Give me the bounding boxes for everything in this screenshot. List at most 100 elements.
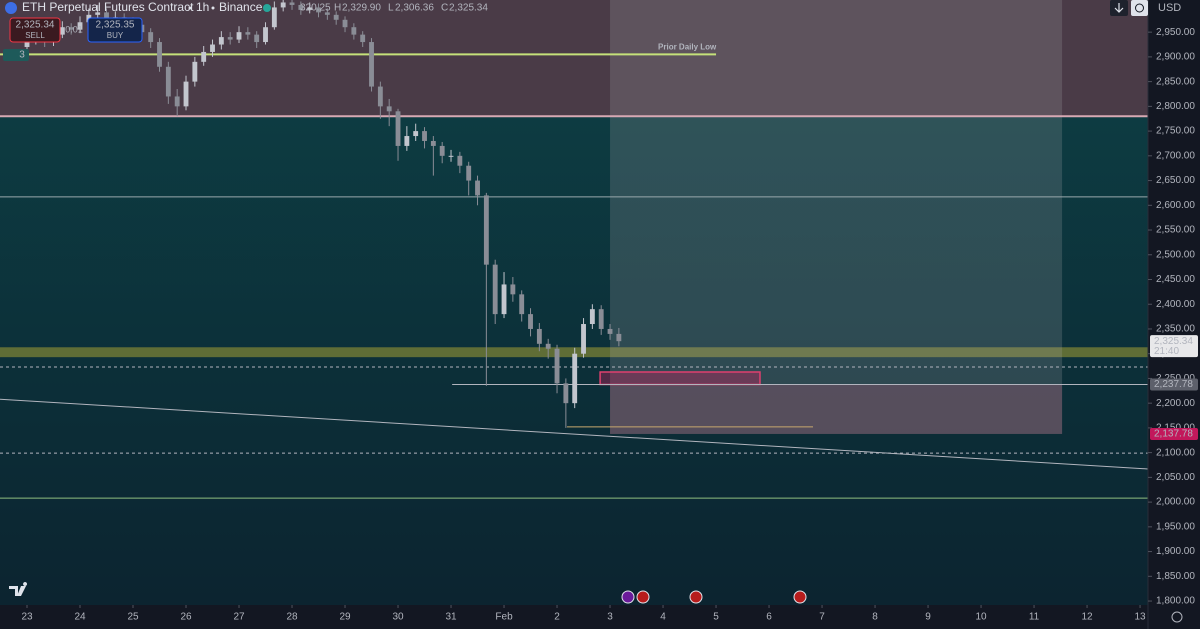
candle-body <box>501 284 507 315</box>
interval: 1h <box>196 0 209 14</box>
x-tick-label: 10 <box>975 612 987 623</box>
y-tick-label: 2,800.00 <box>1156 101 1195 112</box>
candle-body <box>492 264 498 315</box>
candle-body <box>554 348 560 384</box>
y-tick-label: 2,650.00 <box>1156 175 1195 186</box>
candle-body <box>386 106 392 112</box>
candle-body <box>475 180 480 196</box>
x-tick-label: 4 <box>660 612 666 623</box>
candle-body <box>192 61 198 82</box>
ohlc-value: 2,306.36 <box>395 3 434 14</box>
price-tag-sub: 21:40 <box>1154 346 1179 357</box>
candle-body <box>68 27 74 30</box>
y-tick-label: 2,950.00 <box>1156 27 1195 38</box>
time-axis-panel <box>0 605 1200 629</box>
candle-body <box>174 96 180 107</box>
x-tick-label: 8 <box>872 612 878 623</box>
candle-body <box>59 27 65 35</box>
x-tick-label: 3 <box>607 612 613 623</box>
candle-body <box>404 136 410 146</box>
sell-button[interactable] <box>9 17 61 43</box>
auto-scale-button[interactable] <box>1131 0 1148 16</box>
auto-scale-icon <box>1135 3 1144 13</box>
candle-body <box>307 7 313 10</box>
y-tick-label: 2,400.00 <box>1156 299 1195 310</box>
ohlc-key: H <box>334 3 341 14</box>
event-icon[interactable] <box>621 590 635 604</box>
down-icon <box>1114 3 1124 13</box>
buy-price: 2,325.35 <box>96 20 135 31</box>
y-tick-label: 2,450.00 <box>1156 274 1195 285</box>
buy-button[interactable] <box>87 17 143 43</box>
header: ETH Perpetual Futures Contract 1h Binanc… <box>3 0 488 61</box>
candle-body <box>572 353 578 404</box>
candle-body <box>183 81 189 107</box>
candle-body <box>201 51 207 62</box>
candle-body <box>351 27 357 35</box>
candle-body <box>377 86 383 107</box>
settings-icon[interactable] <box>1171 611 1183 623</box>
order-badge[interactable] <box>3 49 29 61</box>
candle-body <box>298 4 304 10</box>
candle-body <box>536 328 542 344</box>
candle-body <box>245 32 251 35</box>
x-tick-label: 25 <box>127 612 139 623</box>
trendline <box>0 398 1149 470</box>
y-tick-label: 2,700.00 <box>1156 150 1195 161</box>
y-tick-label: 1,850.00 <box>1156 571 1195 582</box>
x-tick-label: 29 <box>339 612 351 623</box>
ohlc-value: 2,329.90 <box>342 3 381 14</box>
sell-label: SELL <box>25 31 45 40</box>
candle-body <box>148 32 154 43</box>
y-tick-label: 2,750.00 <box>1156 126 1195 137</box>
event-icon[interactable] <box>793 590 807 604</box>
candle-body <box>510 284 516 295</box>
event-icon[interactable] <box>689 590 703 604</box>
candle-body <box>157 42 162 67</box>
y-tick-label: 2,050.00 <box>1156 472 1195 483</box>
candle-body <box>24 39 30 47</box>
candle-body <box>263 27 268 43</box>
price-tag-label: 2,325.34 <box>1154 336 1193 347</box>
candle-body <box>236 32 242 40</box>
separator <box>211 6 215 10</box>
x-tick-label: 11 <box>1029 612 1040 623</box>
x-tick-label: 6 <box>766 612 772 623</box>
y-tick-label: 1,800.00 <box>1156 596 1195 607</box>
order-badge-count: 3 <box>19 50 25 61</box>
level-label: Prior Daily Low <box>658 43 717 52</box>
candle-body <box>77 22 83 30</box>
candle-body <box>218 37 224 45</box>
candle-body <box>289 2 295 5</box>
zone <box>610 0 1063 434</box>
candle-body <box>413 131 419 137</box>
candle-body <box>316 7 321 13</box>
candle-body <box>165 66 171 97</box>
candle-body <box>324 12 330 15</box>
x-tick-label: 7 <box>819 612 825 623</box>
candle-body <box>616 333 622 342</box>
x-tick-label: 26 <box>180 612 192 623</box>
symbol-title: ETH Perpetual Futures Contract <box>22 0 194 14</box>
ohlc-key: C <box>441 3 448 14</box>
candle-body <box>271 7 277 28</box>
zone <box>610 384 1063 434</box>
candle-body <box>95 12 101 15</box>
ohlc-key: L <box>388 3 394 14</box>
ohlc-fragment: 320.25 <box>300 3 331 14</box>
candle-body <box>227 37 233 40</box>
ohlc-value: 2,325.34 <box>449 3 488 14</box>
event-icon[interactable] <box>636 590 650 604</box>
y-tick-label: 2,100.00 <box>1156 447 1195 458</box>
candle-body <box>369 42 374 87</box>
zone <box>0 347 1148 358</box>
candle-body <box>607 328 613 334</box>
price-tag <box>1150 378 1198 391</box>
x-tick-label: 30 <box>392 612 404 623</box>
x-tick-label: 28 <box>286 612 298 623</box>
symbol-icon <box>5 2 17 14</box>
sell-price: 2,325.34 <box>16 20 55 31</box>
y-tick-label: 2,850.00 <box>1156 76 1195 87</box>
y-tick-label: 1,900.00 <box>1156 546 1195 557</box>
